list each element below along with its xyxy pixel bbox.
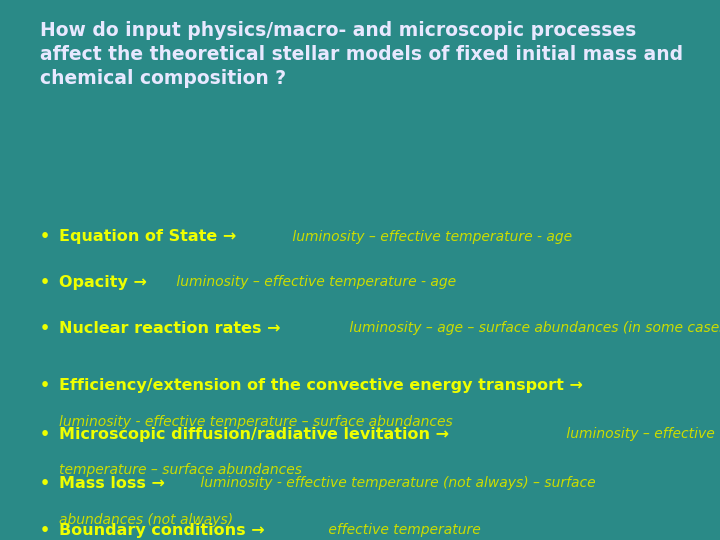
Text: Opacity →: Opacity → [59,275,147,291]
Text: How do input physics/macro- and microscopic processes
affect the theoretical ste: How do input physics/macro- and microsco… [40,21,683,88]
Text: luminosity - effective temperature (not always) – surface: luminosity - effective temperature (not … [196,476,595,490]
Text: Nuclear reaction rates →: Nuclear reaction rates → [59,321,281,336]
Text: •: • [40,476,50,491]
Text: luminosity – effective temperature - age: luminosity – effective temperature - age [172,275,456,289]
Text: •: • [40,427,50,442]
Text: temperature – surface abundances: temperature – surface abundances [59,463,302,477]
Text: Equation of State →: Equation of State → [59,230,236,245]
Text: •: • [40,275,50,291]
Text: effective temperature: effective temperature [325,523,481,537]
Text: Microscopic diffusion/radiative levitation →: Microscopic diffusion/radiative levitati… [59,427,449,442]
Text: •: • [40,230,50,245]
Text: Mass loss →: Mass loss → [59,476,165,491]
Text: •: • [40,523,50,538]
Text: luminosity – effective temperature - age: luminosity – effective temperature - age [288,230,572,244]
Text: Boundary conditions →: Boundary conditions → [59,523,265,538]
Text: •: • [40,378,50,393]
Text: abundances (not always): abundances (not always) [59,513,233,527]
Text: luminosity – effective: luminosity – effective [562,427,715,441]
Text: luminosity - effective temperature – surface abundances: luminosity - effective temperature – sur… [59,415,453,429]
Text: luminosity – age – surface abundances (in some cases): luminosity – age – surface abundances (i… [345,321,720,335]
Text: •: • [40,321,50,336]
Text: Efficiency/extension of the convective energy transport →: Efficiency/extension of the convective e… [59,378,583,393]
